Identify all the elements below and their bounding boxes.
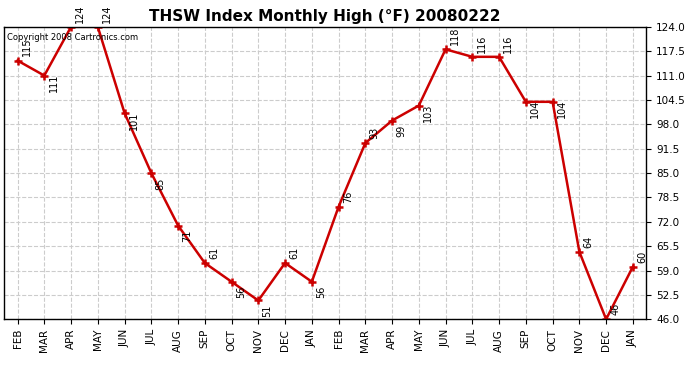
Title: THSW Index Monthly High (°F) 20080222: THSW Index Monthly High (°F) 20080222	[150, 9, 501, 24]
Text: 56: 56	[236, 286, 246, 298]
Text: 116: 116	[503, 34, 513, 53]
Text: Copyright 2008 Cartronics.com: Copyright 2008 Cartronics.com	[8, 33, 139, 42]
Text: 64: 64	[584, 236, 593, 248]
Text: 104: 104	[530, 100, 540, 118]
Text: 124: 124	[75, 4, 86, 22]
Text: 51: 51	[262, 305, 273, 317]
Text: 76: 76	[343, 190, 353, 202]
Text: 103: 103	[423, 104, 433, 122]
Text: 101: 101	[129, 111, 139, 130]
Text: 61: 61	[289, 247, 299, 259]
Text: 124: 124	[102, 4, 112, 22]
Text: 85: 85	[155, 177, 166, 190]
Text: 116: 116	[477, 34, 486, 53]
Text: 56: 56	[316, 286, 326, 298]
Text: 104: 104	[557, 100, 566, 118]
Text: 118: 118	[450, 27, 460, 45]
Text: 71: 71	[182, 230, 193, 242]
Text: 115: 115	[21, 38, 32, 56]
Text: 111: 111	[48, 74, 59, 92]
Text: 46: 46	[610, 303, 620, 315]
Text: 61: 61	[209, 247, 219, 259]
Text: 60: 60	[637, 251, 647, 262]
Text: 93: 93	[370, 127, 380, 139]
Text: 99: 99	[396, 125, 406, 137]
